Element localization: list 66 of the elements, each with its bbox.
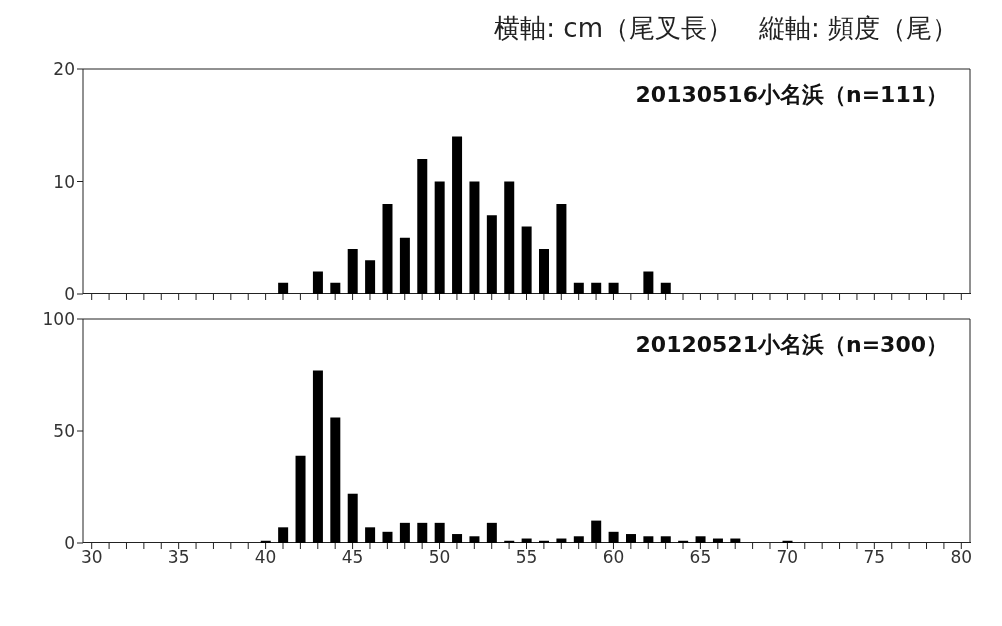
x-tick-label: 35: [167, 547, 190, 568]
x-tick-label: 45: [341, 547, 364, 568]
bar: [278, 527, 289, 543]
bar: [643, 536, 654, 543]
x-tick-label: 60: [602, 547, 625, 568]
bar: [330, 417, 341, 543]
y-tick-label: 0: [64, 533, 75, 554]
y-tick-label: 100: [42, 309, 75, 330]
bar: [330, 282, 341, 294]
bar: [591, 520, 602, 543]
bar: [469, 181, 480, 294]
bar: [399, 522, 410, 543]
bar: [486, 522, 497, 543]
bar: [365, 527, 376, 543]
bar: [417, 159, 428, 294]
bar: [660, 282, 671, 294]
bar: [539, 540, 550, 543]
bar: [347, 493, 358, 543]
bar: [504, 181, 515, 294]
bar: [556, 204, 567, 294]
x-tick-label: 65: [689, 547, 712, 568]
bar: [539, 249, 550, 294]
x-tick-label: 80: [950, 547, 973, 568]
x-tick-label: 70: [776, 547, 799, 568]
bar: [399, 237, 410, 294]
annotation: 20120521小名浜（n=300）: [635, 331, 948, 359]
bar: [452, 534, 463, 543]
y-tick-label: 50: [53, 421, 75, 442]
chart-title: 横軸: cm（尾叉長） 縦軸: 頻度（尾）: [493, 12, 959, 45]
y-tick-label: 20: [53, 59, 75, 80]
bar: [382, 204, 393, 294]
bar: [312, 370, 323, 543]
bar: [504, 540, 515, 543]
bar: [452, 136, 463, 294]
bar: [643, 271, 654, 294]
bar: [695, 536, 706, 543]
x-tick-label: 75: [863, 547, 886, 568]
bar: [295, 455, 306, 543]
bar: [278, 282, 289, 294]
bar: [591, 282, 602, 294]
bar: [260, 540, 271, 543]
bar: [382, 531, 393, 543]
bar: [678, 540, 689, 543]
x-tick-label: 50: [428, 547, 451, 568]
bar: [521, 226, 532, 294]
y-tick-label: 0: [64, 284, 75, 305]
bar: [434, 522, 445, 543]
x-tick-label: 55: [515, 547, 538, 568]
bar: [782, 540, 793, 543]
bar: [660, 536, 671, 543]
bar: [469, 536, 480, 543]
bar: [608, 531, 619, 543]
annotation: 20130516小名浜（n=111）: [635, 81, 948, 109]
bar: [365, 260, 376, 294]
bar: [486, 215, 497, 294]
bar: [347, 249, 358, 294]
bar: [312, 271, 323, 294]
x-tick-label: 30: [80, 547, 103, 568]
y-tick-label: 10: [53, 171, 75, 192]
x-tick-label: 40: [254, 547, 277, 568]
bar: [625, 534, 636, 543]
bar: [417, 522, 428, 543]
bar: [608, 282, 619, 294]
bar: [573, 282, 584, 294]
bar: [573, 536, 584, 543]
bar: [434, 181, 445, 294]
